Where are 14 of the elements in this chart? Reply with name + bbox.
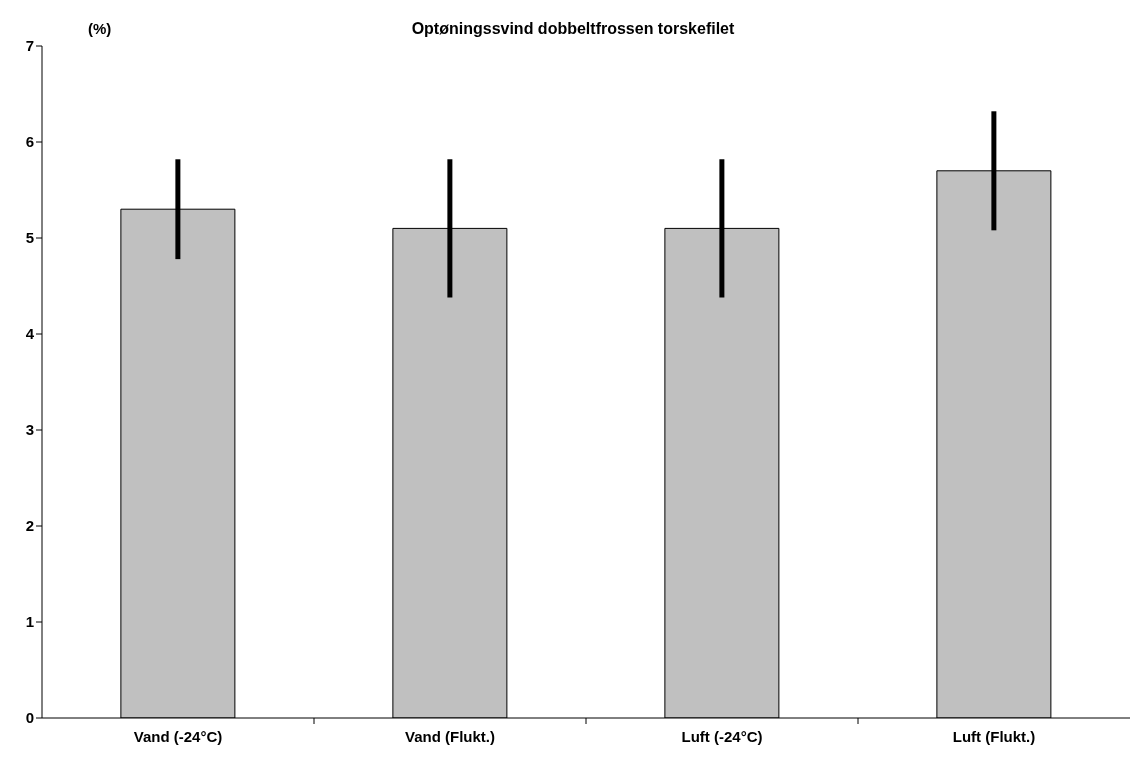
y-tick-label: 3 — [25, 421, 34, 439]
x-tick-label: Vand (Flukt.) — [405, 728, 495, 745]
y-axis-title: (%) — [88, 20, 112, 37]
x-tick-label: Vand (-24°C) — [133, 728, 223, 745]
y-tick-label: 5 — [25, 229, 34, 247]
y-tick-label: 0 — [25, 709, 34, 727]
x-tick-label: Luft (-24°C) — [681, 728, 763, 745]
y-tick-label: 4 — [25, 325, 35, 343]
y-tick-label: 6 — [25, 133, 34, 151]
x-tick-label: Luft (Flukt.) — [952, 728, 1036, 745]
y-tick-label: 2 — [25, 517, 34, 535]
y-tick-label: 1 — [25, 613, 34, 631]
y-tick-label: 7 — [25, 37, 34, 55]
chart-title: Optøningssvind dobbeltfrossen torskefilet — [411, 20, 735, 37]
